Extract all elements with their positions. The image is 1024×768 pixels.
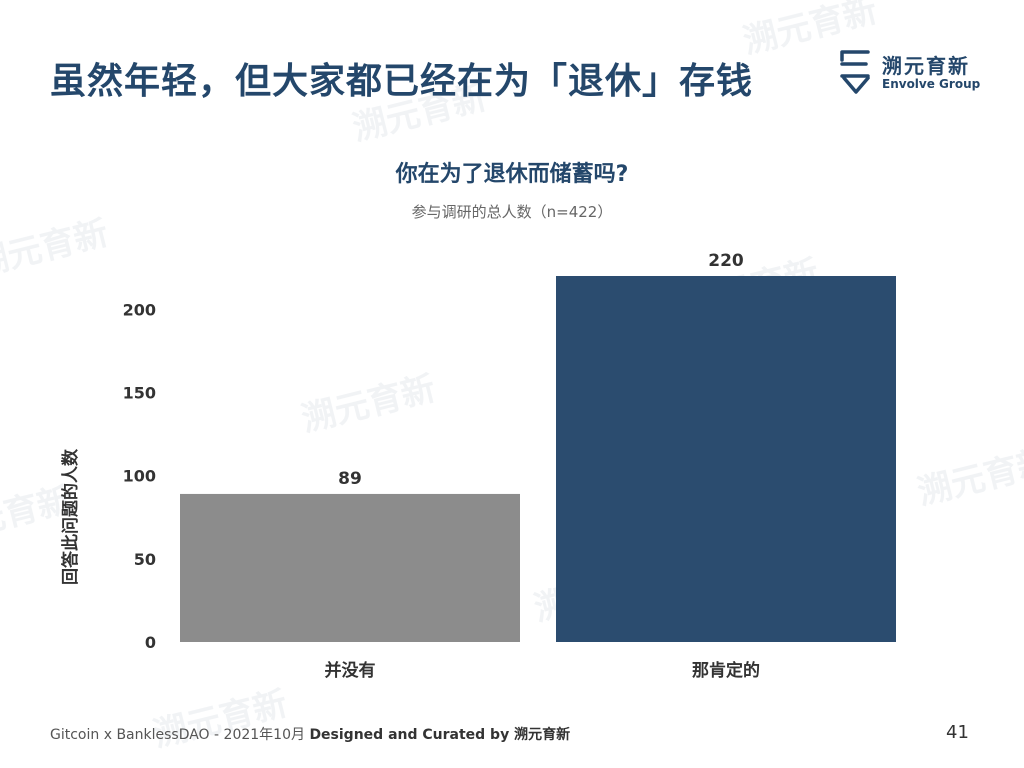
bar-chart: 0 50 100 150 200 回答此问题的人数 89 并没有 220 那肯定的	[60, 251, 896, 681]
logo: 溯元育新 Envolve Group	[838, 48, 988, 98]
page-title: 虽然年轻，但大家都已经在为「退休」存钱	[50, 61, 754, 102]
chart-subtitle: 参与调研的总人数（n=422）	[411, 203, 613, 221]
chart-title: 你在为了退休而储蓄吗?	[395, 162, 629, 187]
data-label: 89	[338, 469, 362, 489]
y-tick-label: 0	[145, 633, 156, 652]
footer-credit: Designed and Curated by 溯元育新	[309, 727, 571, 743]
envolve-logo-icon	[840, 50, 870, 94]
footer: Gitcoin x BanklessDAO - 2021年10月 Designe…	[50, 724, 570, 744]
y-tick-label: 50	[134, 550, 156, 569]
page-number: 41	[946, 722, 969, 743]
y-tick-label: 150	[123, 383, 156, 402]
footer-source: Gitcoin x BanklessDAO - 2021年10月	[50, 727, 310, 743]
bar-2	[556, 276, 896, 642]
x-category-label: 并没有	[325, 660, 376, 681]
y-axis-label: 回答此问题的人数	[60, 448, 81, 585]
logo-name-cn: 溯元育新	[882, 54, 970, 78]
bar-1	[180, 493, 520, 642]
data-label: 220	[708, 251, 744, 271]
y-tick-label: 200	[123, 300, 156, 319]
y-tick-label: 100	[123, 467, 156, 486]
x-category-label: 那肯定的	[692, 660, 760, 681]
logo-name-en: Envolve Group	[882, 77, 981, 91]
